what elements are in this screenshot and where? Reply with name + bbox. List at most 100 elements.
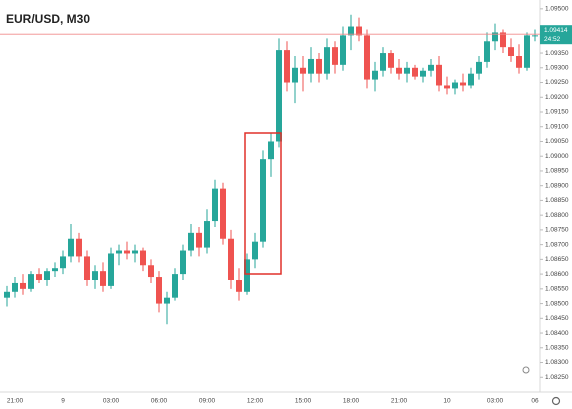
candle-body bbox=[204, 221, 210, 248]
candle-body bbox=[428, 64, 434, 71]
candle-body bbox=[140, 250, 146, 266]
y-tick-label: 1.08600 bbox=[545, 271, 569, 278]
candle-body bbox=[4, 291, 10, 298]
y-tick-label: 1.08550 bbox=[545, 286, 569, 293]
y-tick-label: 1.08650 bbox=[545, 256, 569, 263]
y-tick-label: 1.08300 bbox=[545, 359, 569, 366]
candle-body bbox=[84, 256, 90, 280]
x-tick-label: 03:00 bbox=[103, 398, 120, 405]
candle-body bbox=[340, 35, 346, 65]
candle-body bbox=[404, 67, 410, 74]
candle-body bbox=[76, 238, 82, 257]
candle-body bbox=[244, 259, 250, 292]
candle-body bbox=[228, 238, 234, 280]
y-tick-label: 1.08950 bbox=[545, 168, 569, 175]
y-tick-label: 1.08850 bbox=[545, 197, 569, 204]
candle-body bbox=[468, 73, 474, 86]
candle-body bbox=[148, 265, 154, 278]
candle-body bbox=[420, 70, 426, 77]
x-tick-label: 21:00 bbox=[7, 398, 24, 405]
candle-body bbox=[372, 70, 378, 80]
candle-body bbox=[100, 271, 106, 286]
candle-body bbox=[36, 274, 42, 280]
current-price-label: 1.09414 bbox=[544, 27, 568, 34]
candle-body bbox=[156, 277, 162, 304]
y-tick-label: 1.09350 bbox=[545, 50, 569, 57]
y-tick-label: 1.08800 bbox=[545, 212, 569, 219]
candle-body bbox=[444, 85, 450, 89]
y-tick-label: 1.09250 bbox=[545, 79, 569, 86]
candle-body bbox=[524, 35, 530, 68]
candle-body bbox=[460, 82, 466, 86]
candle-body bbox=[60, 256, 66, 269]
y-tick-label: 1.08400 bbox=[545, 330, 569, 337]
candle-body bbox=[108, 253, 114, 286]
candle-body bbox=[436, 64, 442, 86]
candle-body bbox=[252, 241, 258, 260]
candle-body bbox=[348, 26, 354, 36]
candle-body bbox=[500, 32, 506, 48]
candle-body bbox=[180, 250, 186, 275]
x-tick-label: 12:00 bbox=[247, 398, 264, 405]
x-tick-label: 9 bbox=[61, 398, 65, 405]
x-tick-label: 15:00 bbox=[295, 398, 312, 405]
y-tick-label: 1.08350 bbox=[545, 345, 569, 352]
candle-body bbox=[132, 250, 138, 254]
candle-body bbox=[124, 250, 130, 254]
candle-body bbox=[172, 274, 178, 298]
x-tick-label: 10 bbox=[443, 398, 451, 405]
candle-body bbox=[324, 47, 330, 74]
x-tick-label: 06:00 bbox=[151, 398, 168, 405]
y-tick-label: 1.09150 bbox=[545, 109, 569, 116]
settings-icon[interactable] bbox=[551, 396, 561, 406]
candle-body bbox=[492, 32, 498, 42]
candle-body bbox=[380, 53, 386, 71]
candle-body bbox=[20, 282, 26, 289]
candle-body bbox=[412, 67, 418, 77]
candle-body bbox=[452, 82, 458, 89]
candle-body bbox=[316, 58, 322, 74]
candle-body bbox=[116, 250, 122, 254]
candle-body bbox=[396, 67, 402, 74]
y-tick-label: 1.09000 bbox=[545, 153, 569, 160]
x-tick-label: 06 bbox=[531, 398, 539, 405]
candle-body bbox=[28, 274, 34, 289]
candle-body bbox=[212, 188, 218, 222]
y-tick-label: 1.09500 bbox=[545, 6, 569, 13]
current-price-box bbox=[540, 25, 572, 45]
candle-body bbox=[516, 56, 522, 68]
candle-body bbox=[308, 58, 314, 74]
crosshair-icon[interactable] bbox=[522, 366, 530, 374]
candle-body bbox=[508, 47, 514, 56]
candle-body bbox=[476, 61, 482, 74]
candle-body bbox=[484, 41, 490, 62]
y-tick-label: 1.09050 bbox=[545, 138, 569, 145]
y-tick-label: 1.08250 bbox=[545, 374, 569, 381]
y-tick-label: 1.08450 bbox=[545, 315, 569, 322]
candle-body bbox=[92, 271, 98, 280]
x-tick-label: 18:00 bbox=[343, 398, 360, 405]
x-tick-label: 03:00 bbox=[487, 398, 504, 405]
candle-body bbox=[388, 53, 394, 68]
candle-body bbox=[52, 268, 58, 272]
x-tick-label: 09:00 bbox=[199, 398, 216, 405]
candle-body bbox=[276, 50, 282, 142]
candle-body bbox=[164, 297, 170, 304]
candle-body bbox=[300, 67, 306, 74]
x-tick-label: 21:00 bbox=[391, 398, 408, 405]
candle-body bbox=[44, 271, 50, 280]
candle-body bbox=[364, 35, 370, 80]
candle-body bbox=[196, 232, 202, 248]
y-tick-label: 1.09100 bbox=[545, 123, 569, 130]
y-tick-label: 1.09300 bbox=[545, 65, 569, 72]
y-tick-label: 1.08750 bbox=[545, 227, 569, 234]
highlight-box bbox=[244, 132, 282, 275]
y-tick-label: 1.09200 bbox=[545, 94, 569, 101]
candle-body bbox=[532, 35, 538, 37]
y-tick-label: 1.08700 bbox=[545, 241, 569, 248]
chart-title: EUR/USD, M30 bbox=[6, 12, 90, 26]
candle-body bbox=[292, 67, 298, 83]
candle-body bbox=[12, 282, 18, 292]
candle-body bbox=[260, 159, 266, 242]
